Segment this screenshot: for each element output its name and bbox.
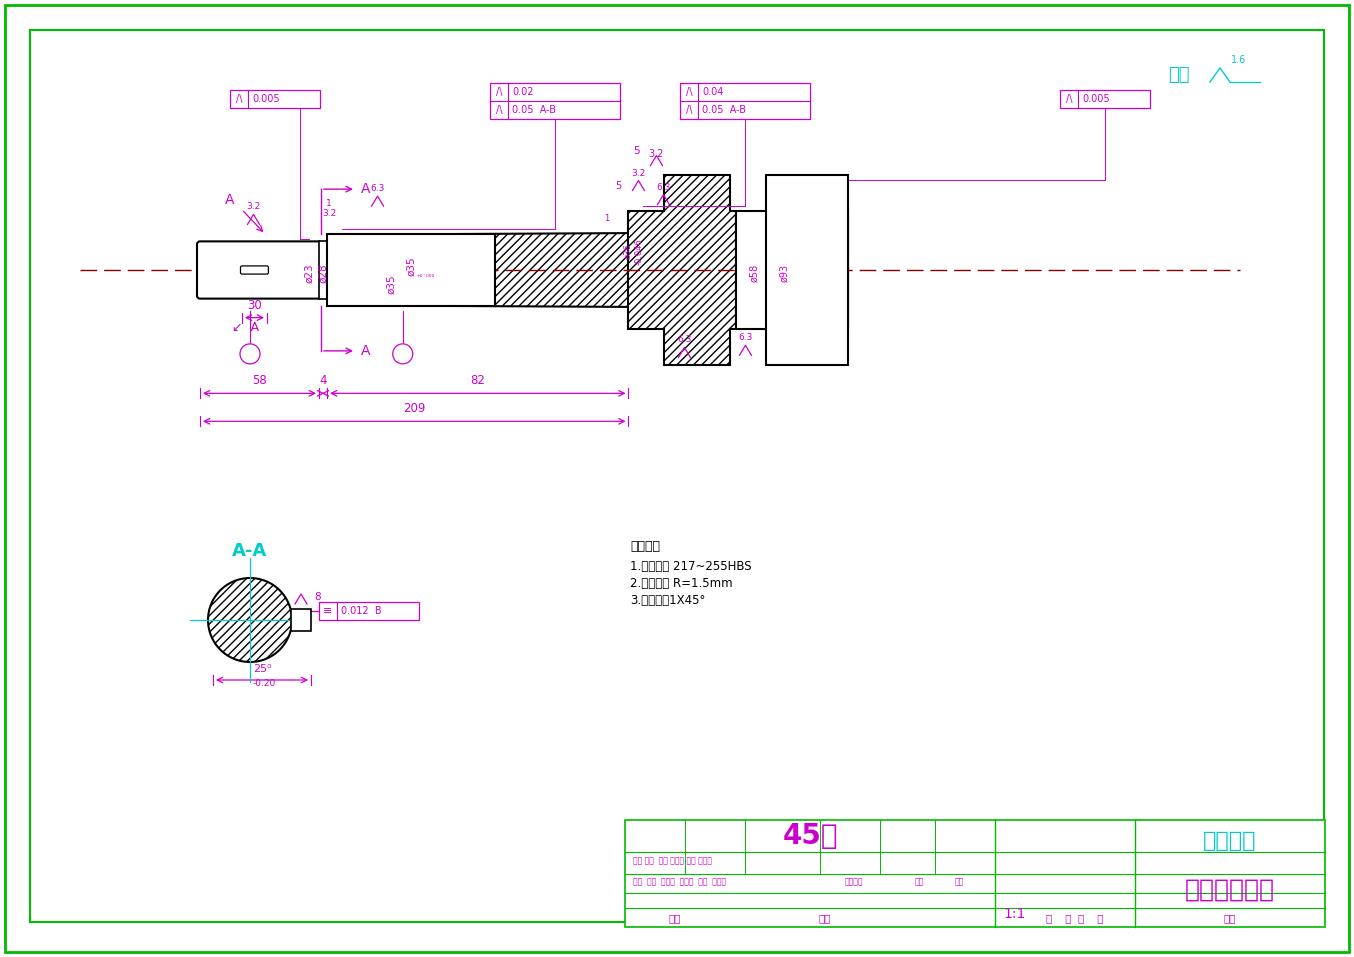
Text: 3.未注倒角1X45°: 3.未注倒角1X45° bbox=[630, 594, 705, 607]
Text: 5: 5 bbox=[634, 145, 639, 156]
Text: A: A bbox=[362, 344, 371, 358]
Text: 其余: 其余 bbox=[1169, 66, 1190, 84]
Circle shape bbox=[209, 578, 292, 662]
Text: 2.未注圆角 R=1.5mm: 2.未注圆角 R=1.5mm bbox=[630, 577, 733, 590]
Text: ø58: ø58 bbox=[750, 264, 760, 282]
Text: ø28: ø28 bbox=[318, 263, 328, 283]
Bar bbox=[626, 820, 1326, 927]
Text: ⁺⁰˙⁰⁰⁰: ⁺⁰˙⁰⁰⁰ bbox=[416, 275, 435, 281]
Polygon shape bbox=[628, 175, 737, 366]
Text: /\: /\ bbox=[236, 94, 242, 104]
Text: 1: 1 bbox=[604, 214, 609, 223]
Text: 技术条件: 技术条件 bbox=[630, 540, 659, 553]
Text: 3.2: 3.2 bbox=[322, 210, 336, 218]
Text: 25⁰: 25⁰ bbox=[253, 664, 271, 674]
Text: 6.3: 6.3 bbox=[371, 184, 385, 193]
Text: 阶段标记: 阶段标记 bbox=[845, 878, 864, 886]
Circle shape bbox=[393, 344, 413, 364]
Text: 批准: 批准 bbox=[819, 913, 831, 924]
Bar bbox=[320, 602, 418, 620]
Text: ≡: ≡ bbox=[324, 606, 333, 616]
Text: 标记 次数  分区 更改号 签名 年月日: 标记 次数 分区 更改号 签名 年月日 bbox=[634, 857, 712, 865]
Circle shape bbox=[240, 344, 260, 364]
Text: 30: 30 bbox=[246, 299, 261, 312]
Text: 0.012  B: 0.012 B bbox=[341, 606, 382, 616]
Text: 6.3: 6.3 bbox=[738, 333, 753, 343]
Text: ↙  A: ↙ A bbox=[232, 321, 259, 334]
Bar bbox=[320, 241, 328, 299]
Bar bbox=[1060, 90, 1150, 108]
Text: ø23: ø23 bbox=[303, 263, 314, 283]
Text: 58: 58 bbox=[252, 374, 267, 388]
Text: 0.05  A-B: 0.05 A-B bbox=[512, 105, 556, 115]
Bar bbox=[328, 234, 496, 306]
FancyBboxPatch shape bbox=[241, 266, 268, 274]
Text: A: A bbox=[225, 193, 234, 208]
Text: /\: /\ bbox=[496, 105, 502, 115]
Text: 输入轴零件图: 输入轴零件图 bbox=[1185, 878, 1275, 901]
Text: 3.2: 3.2 bbox=[649, 148, 665, 159]
Text: 6.3: 6.3 bbox=[657, 183, 670, 191]
Text: 设计  签名  年月日  标准化  签名  年月日: 设计 签名 年月日 标准化 签名 年月日 bbox=[634, 878, 726, 886]
Text: /\: /\ bbox=[1066, 94, 1072, 104]
Text: /\: /\ bbox=[685, 105, 692, 115]
Text: 3.2: 3.2 bbox=[246, 202, 260, 211]
FancyBboxPatch shape bbox=[196, 241, 322, 299]
Text: 4: 4 bbox=[320, 374, 326, 388]
Text: A: A bbox=[362, 182, 371, 196]
Text: /\: /\ bbox=[685, 87, 692, 97]
Text: 1: 1 bbox=[326, 199, 332, 208]
Bar bbox=[680, 83, 810, 119]
Text: ø35: ø35 bbox=[406, 256, 416, 276]
Bar bbox=[291, 609, 311, 631]
Text: 82: 82 bbox=[470, 374, 485, 388]
Text: 8: 8 bbox=[314, 592, 321, 602]
Text: 1:1: 1:1 bbox=[1003, 907, 1026, 922]
Text: 重量: 重量 bbox=[915, 878, 925, 886]
Text: ø93: ø93 bbox=[780, 264, 789, 282]
Text: 45钢: 45钢 bbox=[783, 822, 838, 850]
Polygon shape bbox=[436, 234, 628, 307]
Bar bbox=[766, 175, 849, 366]
Text: D: D bbox=[399, 349, 406, 359]
Text: 0.04: 0.04 bbox=[701, 87, 723, 97]
Text: 单核: 单核 bbox=[669, 913, 681, 924]
Text: A: A bbox=[246, 349, 253, 359]
Text: 6.3: 6.3 bbox=[677, 336, 692, 345]
Text: 5: 5 bbox=[615, 181, 621, 190]
Text: 1.调质处理 217~255HBS: 1.调质处理 217~255HBS bbox=[630, 560, 751, 573]
Text: 比例: 比例 bbox=[955, 878, 964, 886]
Text: 共    张  第    张: 共 张 第 张 bbox=[1047, 913, 1104, 924]
Text: -0.20: -0.20 bbox=[252, 679, 276, 688]
Text: 0.02: 0.02 bbox=[512, 87, 533, 97]
Text: ø36
-0.046: ø36 -0.046 bbox=[624, 238, 643, 265]
Bar bbox=[490, 83, 620, 119]
Text: 工艺: 工艺 bbox=[1224, 913, 1236, 924]
Text: /\: /\ bbox=[496, 87, 502, 97]
Text: A-A: A-A bbox=[233, 542, 268, 560]
Text: ø35: ø35 bbox=[386, 275, 395, 295]
Text: 1.6: 1.6 bbox=[1231, 55, 1246, 65]
Text: 0.005: 0.005 bbox=[252, 94, 280, 104]
Text: 209: 209 bbox=[403, 402, 425, 415]
Bar bbox=[737, 211, 849, 329]
Bar bbox=[230, 90, 320, 108]
Text: 湘潭大学: 湘潭大学 bbox=[1204, 832, 1257, 852]
Text: 3.2: 3.2 bbox=[631, 168, 646, 178]
Text: 0.05  A-B: 0.05 A-B bbox=[701, 105, 746, 115]
Text: 0.005: 0.005 bbox=[1082, 94, 1110, 104]
